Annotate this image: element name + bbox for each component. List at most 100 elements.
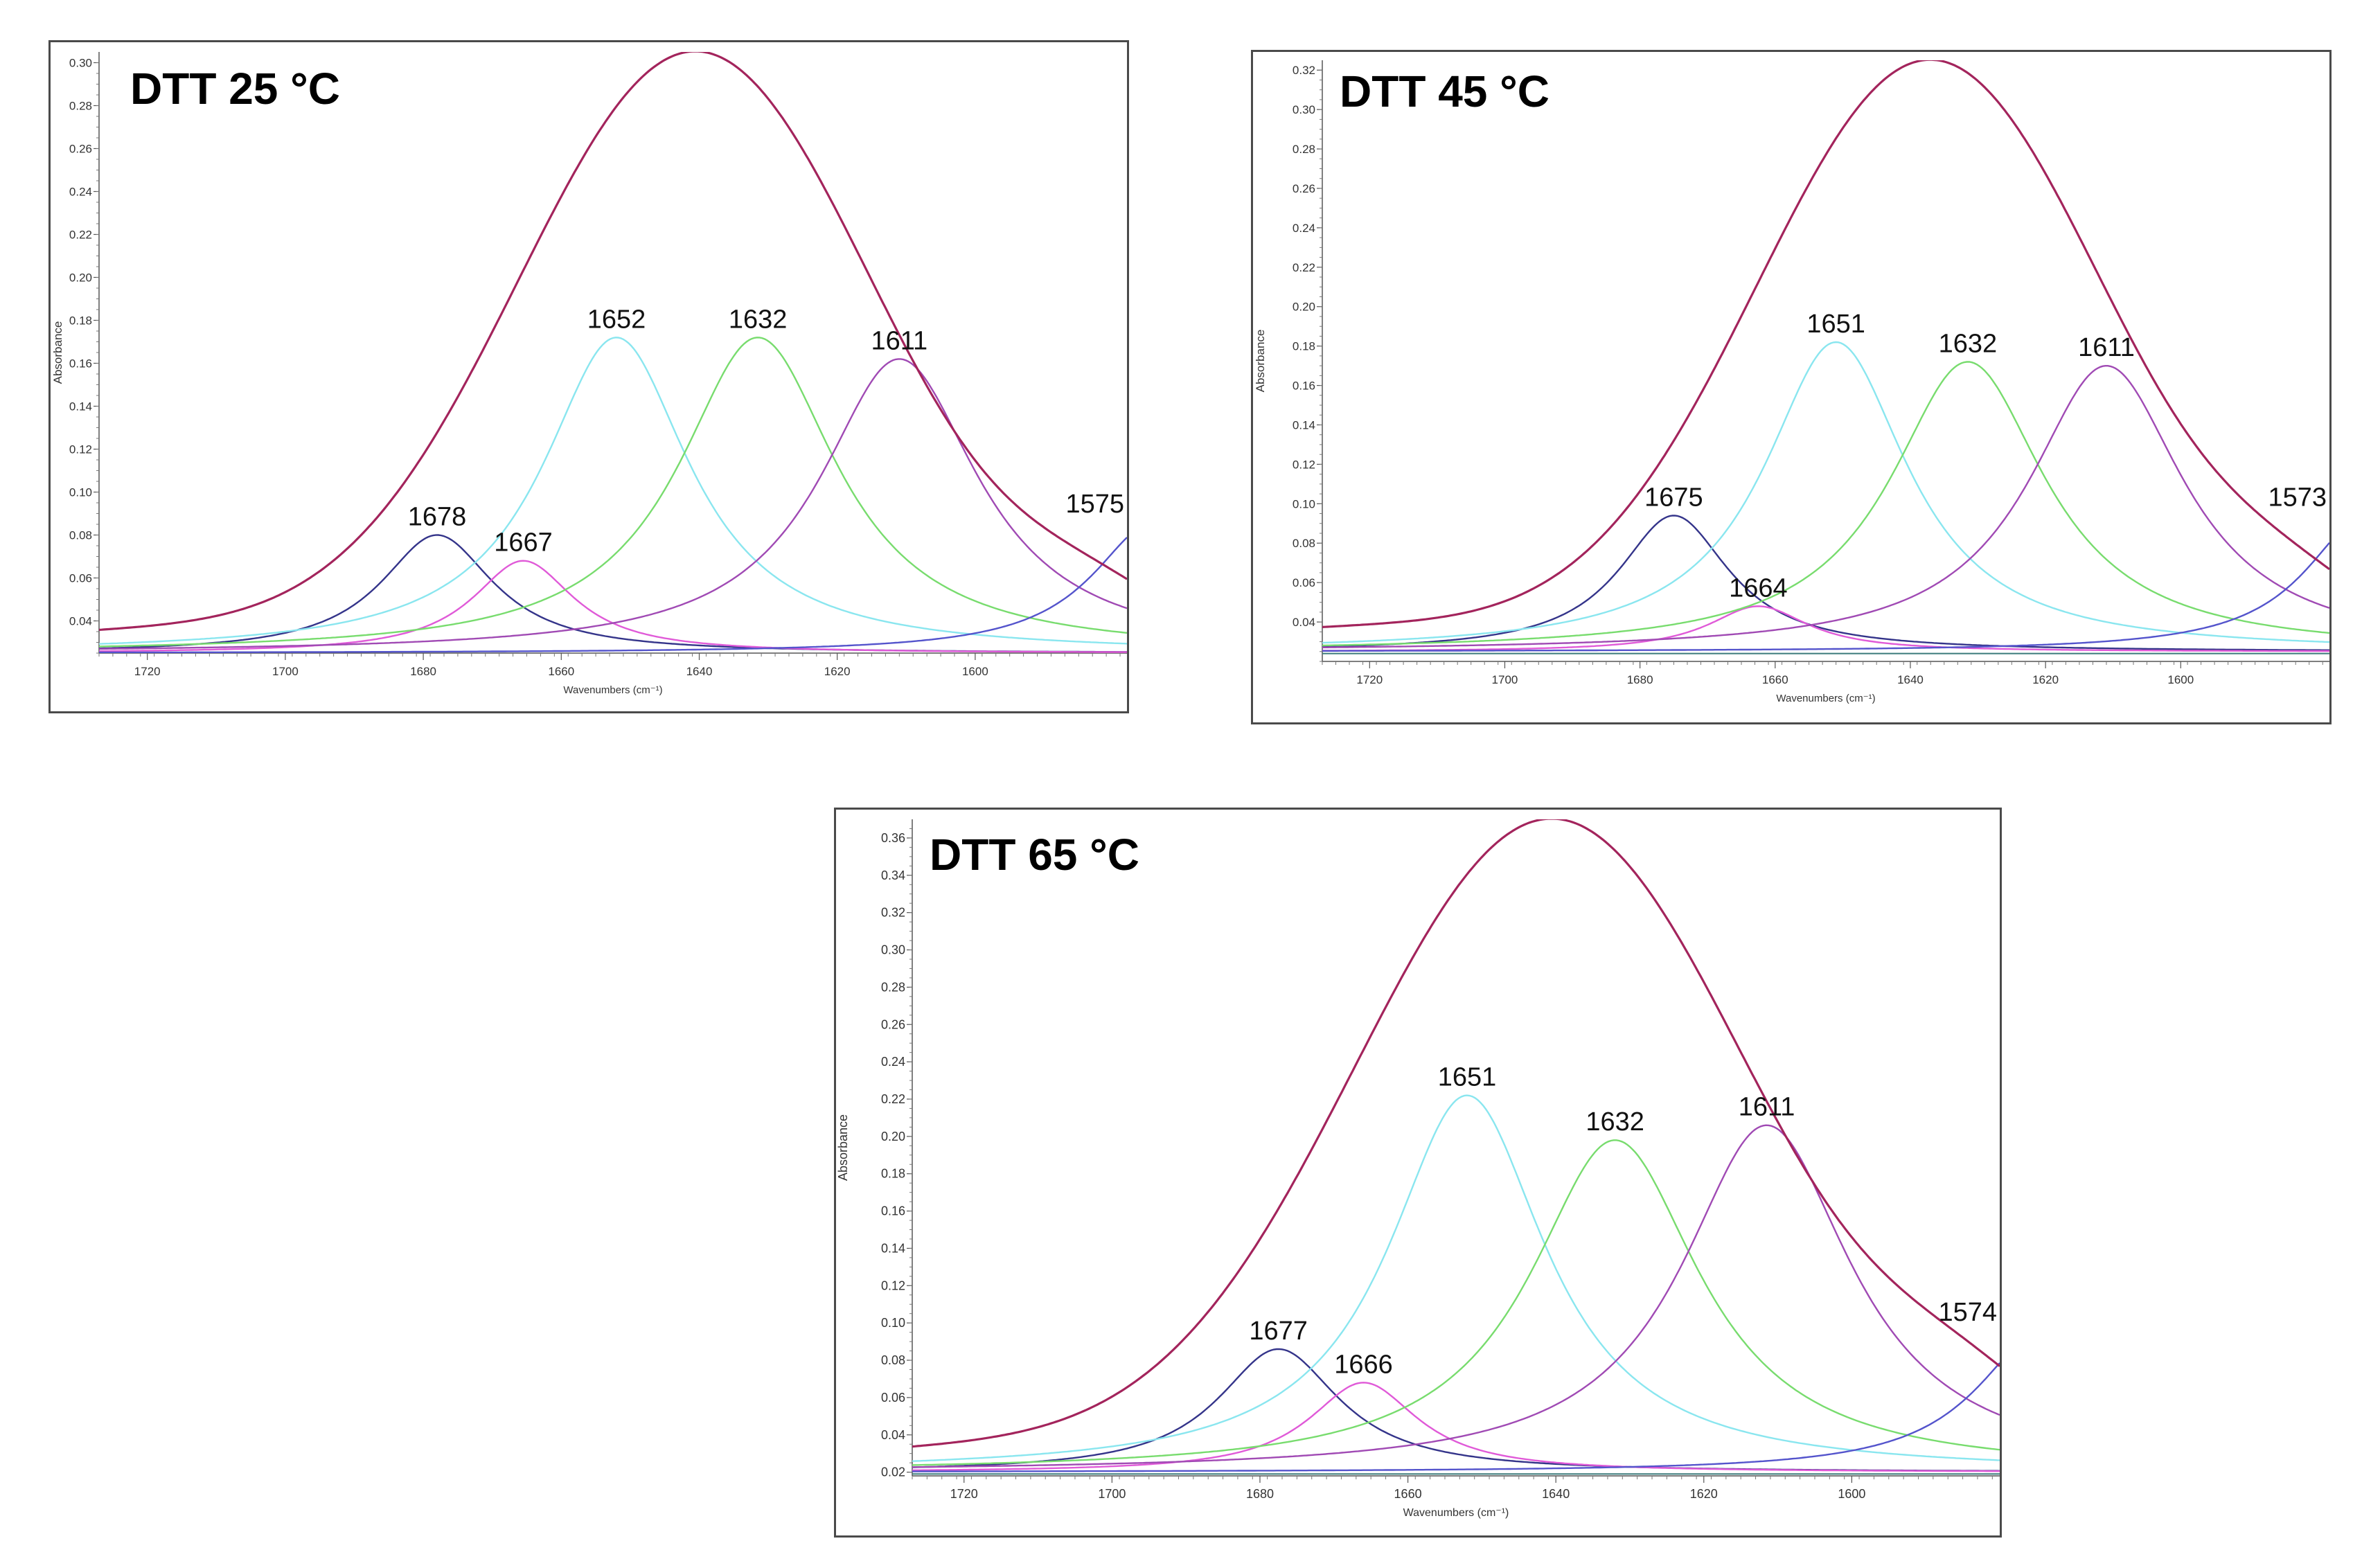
series-line-1611: [1322, 365, 2329, 648]
envelope-line: [912, 819, 2000, 1448]
chart-panel-65c: 0.02 0.04 0.06 0.08 0.10 0.12 0.14 0.16 0.18 0.20…: [834, 808, 2002, 1538]
y-tick-label: 0.26: [69, 143, 92, 156]
y-tick-label: 0.22: [1293, 261, 1315, 274]
series-line-1575: [99, 537, 1127, 653]
x-tick-label: 1660: [548, 665, 574, 678]
y-tick-label: 0.02: [881, 1465, 905, 1479]
x-tick-label: 1640: [686, 665, 713, 678]
y-tick-label: 0.22: [881, 1092, 905, 1106]
curves-group: [912, 819, 2000, 1475]
y-tick-label: 0.04: [1293, 616, 1315, 629]
y-tick-label: 0.32: [1293, 64, 1315, 77]
x-axis-label: Wavenumbers (cm⁻¹): [1776, 693, 1875, 704]
y-axis-label: Absorbance: [836, 1114, 850, 1181]
x-tick-label: 1600: [1838, 1487, 1865, 1501]
y-tick-label: 0.06: [69, 572, 92, 585]
peak-label-1667: 1667: [494, 528, 553, 558]
y-tick-label: 0.20: [1293, 301, 1315, 314]
peak-label-1632: 1632: [1586, 1107, 1644, 1137]
peak-label-1573: 1573: [2268, 483, 2327, 512]
y-tick-label: 0.28: [881, 980, 905, 994]
peak-label-1664: 1664: [1729, 573, 1788, 603]
series-line-1632: [99, 337, 1127, 648]
y-tick-label: 0.26: [1293, 182, 1315, 195]
series-line-1675: [1322, 515, 2329, 651]
peak-label-1675: 1675: [1644, 483, 1703, 512]
y-axis-label: Absorbance: [51, 321, 64, 384]
x-tick-label: 1620: [824, 665, 851, 678]
y-tick-label: 0.30: [69, 57, 92, 70]
y-tick-label: 0.24: [69, 186, 92, 199]
y-tick-label: 0.18: [69, 314, 92, 328]
y-tick-label: 0.16: [69, 357, 92, 371]
y-tick-label: 0.16: [881, 1204, 905, 1218]
y-tick-label: 0.18: [881, 1167, 905, 1181]
peak-label-1677: 1677: [1249, 1317, 1308, 1346]
peak-label-1666: 1666: [1334, 1350, 1393, 1379]
y-tick-label: 0.08: [881, 1353, 905, 1367]
x-tick-label: 1720: [1356, 673, 1383, 686]
series-line-1652: [99, 337, 1127, 645]
series-line-1632: [1322, 361, 2329, 647]
y-tick-label: 0.14: [1293, 418, 1315, 431]
series-line-1573: [1322, 542, 2329, 652]
x-tick-label: 1700: [272, 665, 299, 678]
peak-label-1611: 1611: [2078, 333, 2135, 362]
y-tick-label: 0.22: [69, 229, 92, 242]
x-tick-label: 1660: [1762, 673, 1788, 686]
x-tick-label: 1620: [1690, 1487, 1718, 1501]
series-line-1574: [912, 1362, 2000, 1472]
y-tick-label: 0.28: [1293, 143, 1315, 156]
y-tick-label: 0.20: [881, 1130, 905, 1143]
peak-label-1574: 1574: [1938, 1298, 1997, 1327]
y-tick-label: 0.30: [881, 943, 905, 957]
y-tick-label: 0.14: [881, 1241, 905, 1255]
y-tick-label: 0.36: [881, 831, 905, 845]
peak-label-1651: 1651: [1806, 310, 1865, 339]
y-tick-label: 0.04: [69, 615, 92, 628]
y-tick-label: 0.24: [1293, 222, 1315, 235]
y-tick-label: 0.28: [69, 100, 92, 113]
peak-label-1632: 1632: [729, 305, 788, 334]
y-tick-label: 0.24: [881, 1055, 905, 1069]
y-tick-label: 0.18: [1293, 340, 1315, 353]
y-tick-label: 0.12: [1293, 458, 1315, 471]
x-tick-label: 1600: [2167, 673, 2194, 686]
chart-plot-65c: 0.02 0.04 0.06 0.08 0.10 0.12 0.14 0.16 0.18 0.20…: [836, 819, 2000, 1519]
x-tick-label: 1700: [1492, 673, 1518, 686]
x-tick-label: 1620: [2032, 673, 2059, 686]
chart-panel-45c: 0.04 0.06 0.08 0.10 0.12 0.14 0.16 0.18 0.20 0.22…: [1251, 50, 2332, 724]
y-tick-label: 0.04: [881, 1428, 905, 1442]
x-tick-label: 1600: [962, 665, 988, 678]
y-tick-label: 0.26: [881, 1017, 905, 1031]
x-tick-label: 1640: [1542, 1487, 1570, 1501]
envelope-line: [1322, 60, 2329, 628]
curves-group: [99, 52, 1127, 653]
x-tick-label: 1680: [410, 665, 436, 678]
y-tick-label: 0.12: [881, 1279, 905, 1292]
chart-plot-45c: 0.04 0.06 0.08 0.10 0.12 0.14 0.16 0.18 0.20 0.22…: [1254, 60, 2329, 704]
y-tick-label: 0.32: [881, 906, 905, 920]
x-tick-label: 1700: [1098, 1487, 1126, 1501]
x-tick-label: 1660: [1394, 1487, 1422, 1501]
y-tick-label: 0.14: [69, 400, 92, 413]
envelope-line: [99, 52, 1127, 631]
peak-label-1678: 1678: [408, 503, 467, 532]
x-axis-label: Wavenumbers (cm⁻¹): [563, 684, 662, 696]
x-tick-label: 1720: [950, 1487, 978, 1501]
x-tick-label: 1680: [1246, 1487, 1274, 1501]
chart-panel-25c: 0.04 0.06 0.08 0.10 0.12 0.14 0.16 0.18 0.20 0.22…: [48, 40, 1129, 713]
series-line-1611: [912, 1124, 2000, 1468]
y-tick-label: 0.06: [881, 1391, 905, 1405]
y-tick-label: 0.30: [1293, 103, 1315, 116]
peak-label-1575: 1575: [1065, 490, 1124, 519]
y-tick-label: 0.08: [69, 529, 92, 542]
peak-label-1632: 1632: [1939, 329, 1998, 358]
peak-label-1651: 1651: [1438, 1063, 1497, 1092]
peak-label-1652: 1652: [587, 305, 646, 334]
chart-title: DTT 45 °C: [1340, 66, 1549, 116]
curves-group: [1322, 60, 2329, 654]
series-line-1666: [912, 1382, 2000, 1472]
peak-label-1611: 1611: [1739, 1093, 1795, 1122]
chart-title: DTT 65 °C: [930, 830, 1139, 880]
